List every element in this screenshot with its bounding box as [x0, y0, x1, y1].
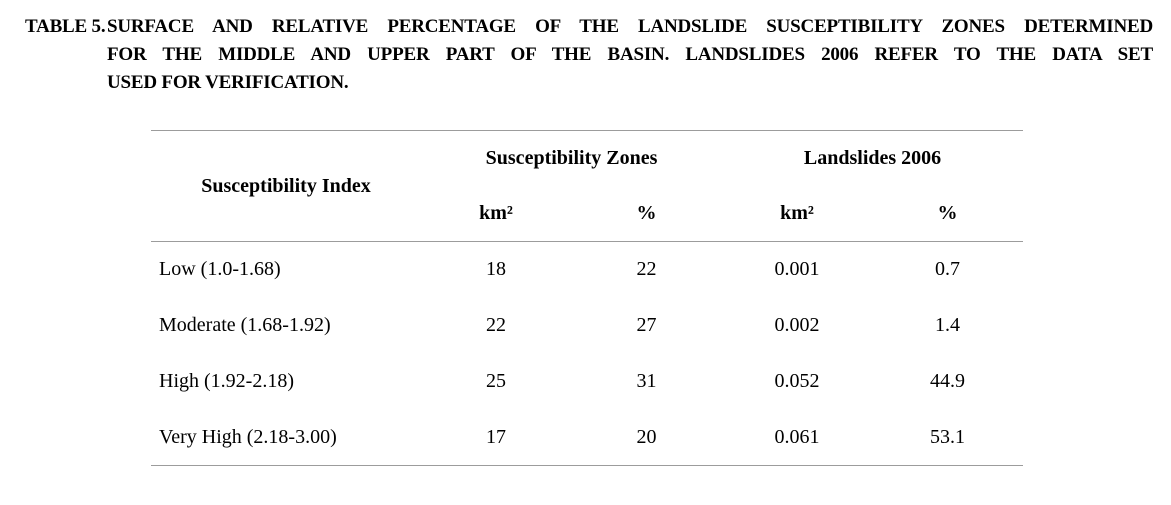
zones-km2-cell: 22: [486, 314, 506, 336]
landslides-km2-cell: 0.061: [774, 425, 820, 448]
landslides-pct-header: %: [937, 202, 958, 225]
row-index-cell: Very High (2.18-3.00): [159, 425, 337, 448]
zones-pct-cell: 22: [636, 258, 657, 281]
landslides-km2-cell: 0.052: [774, 370, 820, 392]
zones-group-header: Susceptibility Zones: [485, 147, 658, 170]
row-index-cell: High (1.92-2.18): [159, 370, 294, 392]
landslides-pct-cell: 1.4: [935, 314, 961, 336]
zones-km2-cell: 18: [486, 258, 506, 281]
header-sub-row: km² % km² %: [151, 187, 1023, 242]
header-group-row: Susceptibility Index Susceptibility Zone…: [151, 131, 1023, 196]
table-caption: TABLE 5. SURFACE AND RELATIVE PERCENTAGE…: [25, 13, 1153, 97]
caption-text-line-3: USED FOR VERIFICATION.: [107, 72, 349, 93]
zones-km2-cell: 17: [486, 425, 506, 448]
table-row: Low (1.0-1.68) 18 22 0.001 0.7: [151, 242, 1023, 298]
row-index-cell: Moderate (1.68-1.92): [159, 314, 331, 336]
caption-text-line-2: FOR THE MIDDLE AND UPPER PART OF THE BAS…: [107, 44, 1153, 65]
landslides-group-header: Landslides 2006: [803, 147, 942, 170]
table-header: Susceptibility Index Susceptibility Zone…: [151, 131, 1024, 242]
zones-km2-cell: 25: [486, 370, 506, 392]
landslides-pct-cell: 53.1: [930, 425, 966, 448]
row-index-cell: Low (1.0-1.68): [159, 258, 281, 281]
table-row: High (1.92-2.18) 25 31 0.052 44.9: [151, 354, 1023, 410]
table-row: Moderate (1.68-1.92) 22 27 0.002 1.4: [151, 298, 1023, 354]
landslides-pct-cell: 0.7: [935, 258, 961, 281]
landslides-km2-cell: 0.001: [774, 258, 820, 281]
landslides-pct-cell: 44.9: [930, 370, 966, 392]
index-column-header: Susceptibility Index: [201, 174, 371, 197]
zones-pct-cell: 31: [636, 370, 657, 392]
zones-pct-cell: 20: [636, 425, 657, 448]
table-body: Low (1.0-1.68) 18 22 0.001 0.7 Moderate …: [151, 242, 1023, 466]
landslides-km2-header: km²: [780, 202, 814, 225]
table-row: Very High (2.18-3.00) 17 20 0.061 53.1: [151, 410, 1023, 466]
caption-label: TABLE 5.: [25, 16, 106, 37]
zones-pct-header: %: [636, 202, 657, 225]
landslides-km2-cell: 0.002: [774, 314, 820, 336]
susceptibility-table: Susceptibility Index Susceptibility Zone…: [151, 130, 1024, 466]
zones-km2-header: km²: [479, 202, 513, 225]
zones-pct-cell: 27: [636, 314, 657, 336]
caption-text-line-1: SURFACE AND RELATIVE PERCENTAGE OF THE L…: [107, 16, 1153, 37]
caption-line-1: TABLE 5. SURFACE AND RELATIVE PERCENTAGE…: [25, 13, 1153, 41]
susceptibility-table-container: Susceptibility Index Susceptibility Zone…: [151, 130, 1024, 466]
